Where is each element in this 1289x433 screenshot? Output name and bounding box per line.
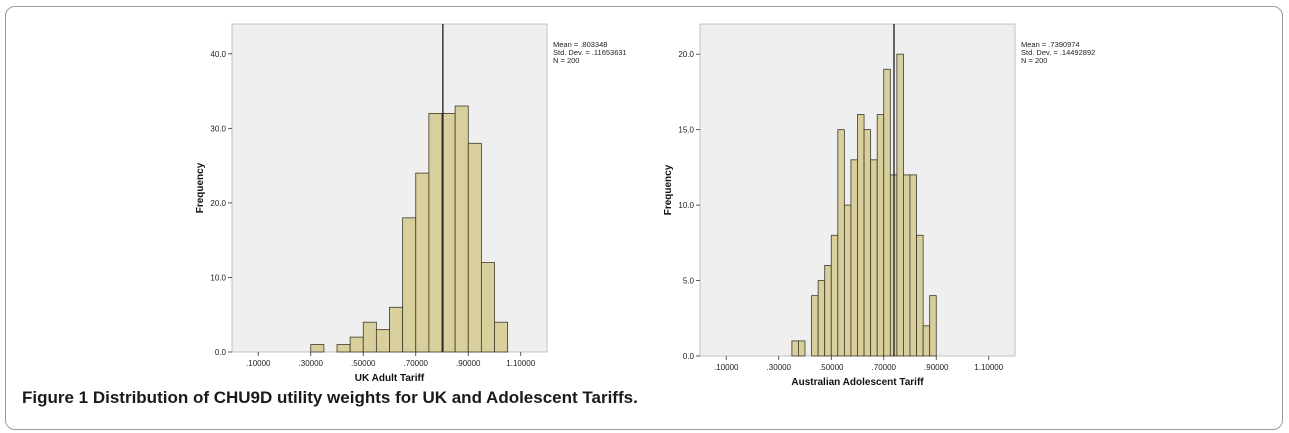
histogram-bar: [402, 217, 417, 353]
caption-text: Distribution of CHU9D utility weights fo…: [88, 388, 638, 407]
y-tick-label: 20.0: [678, 50, 694, 59]
x-tick-label: .50000: [351, 359, 376, 368]
y-tick-label: 0.0: [683, 352, 695, 361]
stats-line: N = 200: [553, 56, 579, 65]
stats-line: Mean = .7390974: [1021, 40, 1080, 49]
x-tick-label: .30000: [299, 359, 324, 368]
histogram-bar: [870, 159, 878, 357]
x-axis-label: UK Adult Tariff: [355, 373, 425, 384]
histogram-bar: [454, 105, 469, 353]
histogram-bar: [850, 159, 858, 357]
x-tick-label: 1.10000: [974, 363, 1003, 372]
figure-caption: Figure 1 Distribution of CHU9D utility w…: [22, 388, 1262, 408]
figure-frame: [5, 6, 1283, 430]
x-tick-label: .10000: [714, 363, 739, 372]
y-tick-label: 10.0: [678, 201, 694, 210]
chart-au: 0.0 5.0 10.0 15.0 20.0 .10000 .30000 .50000 .700…: [663, 23, 1095, 388]
histogram-bar: [857, 114, 865, 357]
histogram-bar: [428, 113, 443, 353]
y-tick-label: 30.0: [210, 124, 226, 133]
histogram-bar: [843, 204, 852, 357]
histogram-bar: [375, 329, 390, 353]
histogram-bar: [811, 295, 819, 357]
stats-line: N = 200: [1021, 56, 1047, 65]
histogram-bar: [824, 265, 832, 357]
histogram-bar: [863, 129, 872, 357]
histogram-bar: [909, 174, 917, 357]
y-axis-label: Frequency: [195, 162, 206, 213]
y-tick-label: 5.0: [683, 277, 695, 286]
figure-label: Figure 1: [22, 388, 89, 407]
plot-area: [231, 23, 548, 353]
y-tick-label: 0.0: [215, 348, 227, 357]
x-tick-label: .70000: [404, 359, 429, 368]
histogram-bar: [929, 295, 937, 357]
x-tick-label: .90000: [456, 359, 481, 368]
x-tick-label: .10000: [246, 359, 271, 368]
x-axis-label: Australian Adolescent Tariff: [791, 377, 924, 388]
stats-line: Std. Dev. = .11653631: [553, 48, 627, 57]
histogram-bar: [441, 113, 456, 353]
histogram-bar: [310, 344, 325, 353]
x-tick-label: .90000: [924, 363, 949, 372]
x-tick-label: .30000: [767, 363, 792, 372]
x-tick-label: 1.10000: [506, 359, 535, 368]
histogram-bar: [480, 262, 495, 353]
histogram-bar: [916, 234, 924, 357]
histogram-bar: [922, 325, 931, 357]
histogram-bar: [362, 321, 377, 353]
x-tick-label: .70000: [872, 363, 897, 372]
stats-line: Std. Dev. = .14492892: [1021, 48, 1095, 57]
histogram-bar: [791, 340, 799, 357]
histogram-bar: [467, 142, 482, 353]
x-tick-label: .50000: [819, 363, 844, 372]
y-tick-label: 40.0: [210, 50, 226, 59]
histogram-bar: [883, 68, 891, 357]
stats-line: Mean = .803348: [553, 40, 607, 49]
y-tick-label: 10.0: [210, 273, 226, 282]
chart-uk: 0.0 10.0 20.0 30.0 40.0 .10000 .30000 .50000 .70…: [195, 23, 627, 384]
histogram-bar: [876, 114, 885, 357]
histogram-bar: [830, 234, 839, 357]
histogram-bar: [817, 280, 826, 357]
histogram-bar: [903, 174, 911, 357]
histogram-bar: [336, 344, 351, 353]
histogram-bar: [837, 129, 845, 357]
y-tick-label: 15.0: [678, 126, 694, 135]
y-tick-label: 20.0: [210, 199, 226, 208]
histogram-bar: [415, 172, 430, 353]
histogram-bar: [798, 340, 806, 357]
histogram-bar: [349, 336, 364, 353]
histogram-bar: [896, 53, 904, 357]
histogram-bar: [389, 306, 404, 353]
histogram-bar: [494, 321, 509, 353]
y-axis-label: Frequency: [663, 164, 674, 215]
